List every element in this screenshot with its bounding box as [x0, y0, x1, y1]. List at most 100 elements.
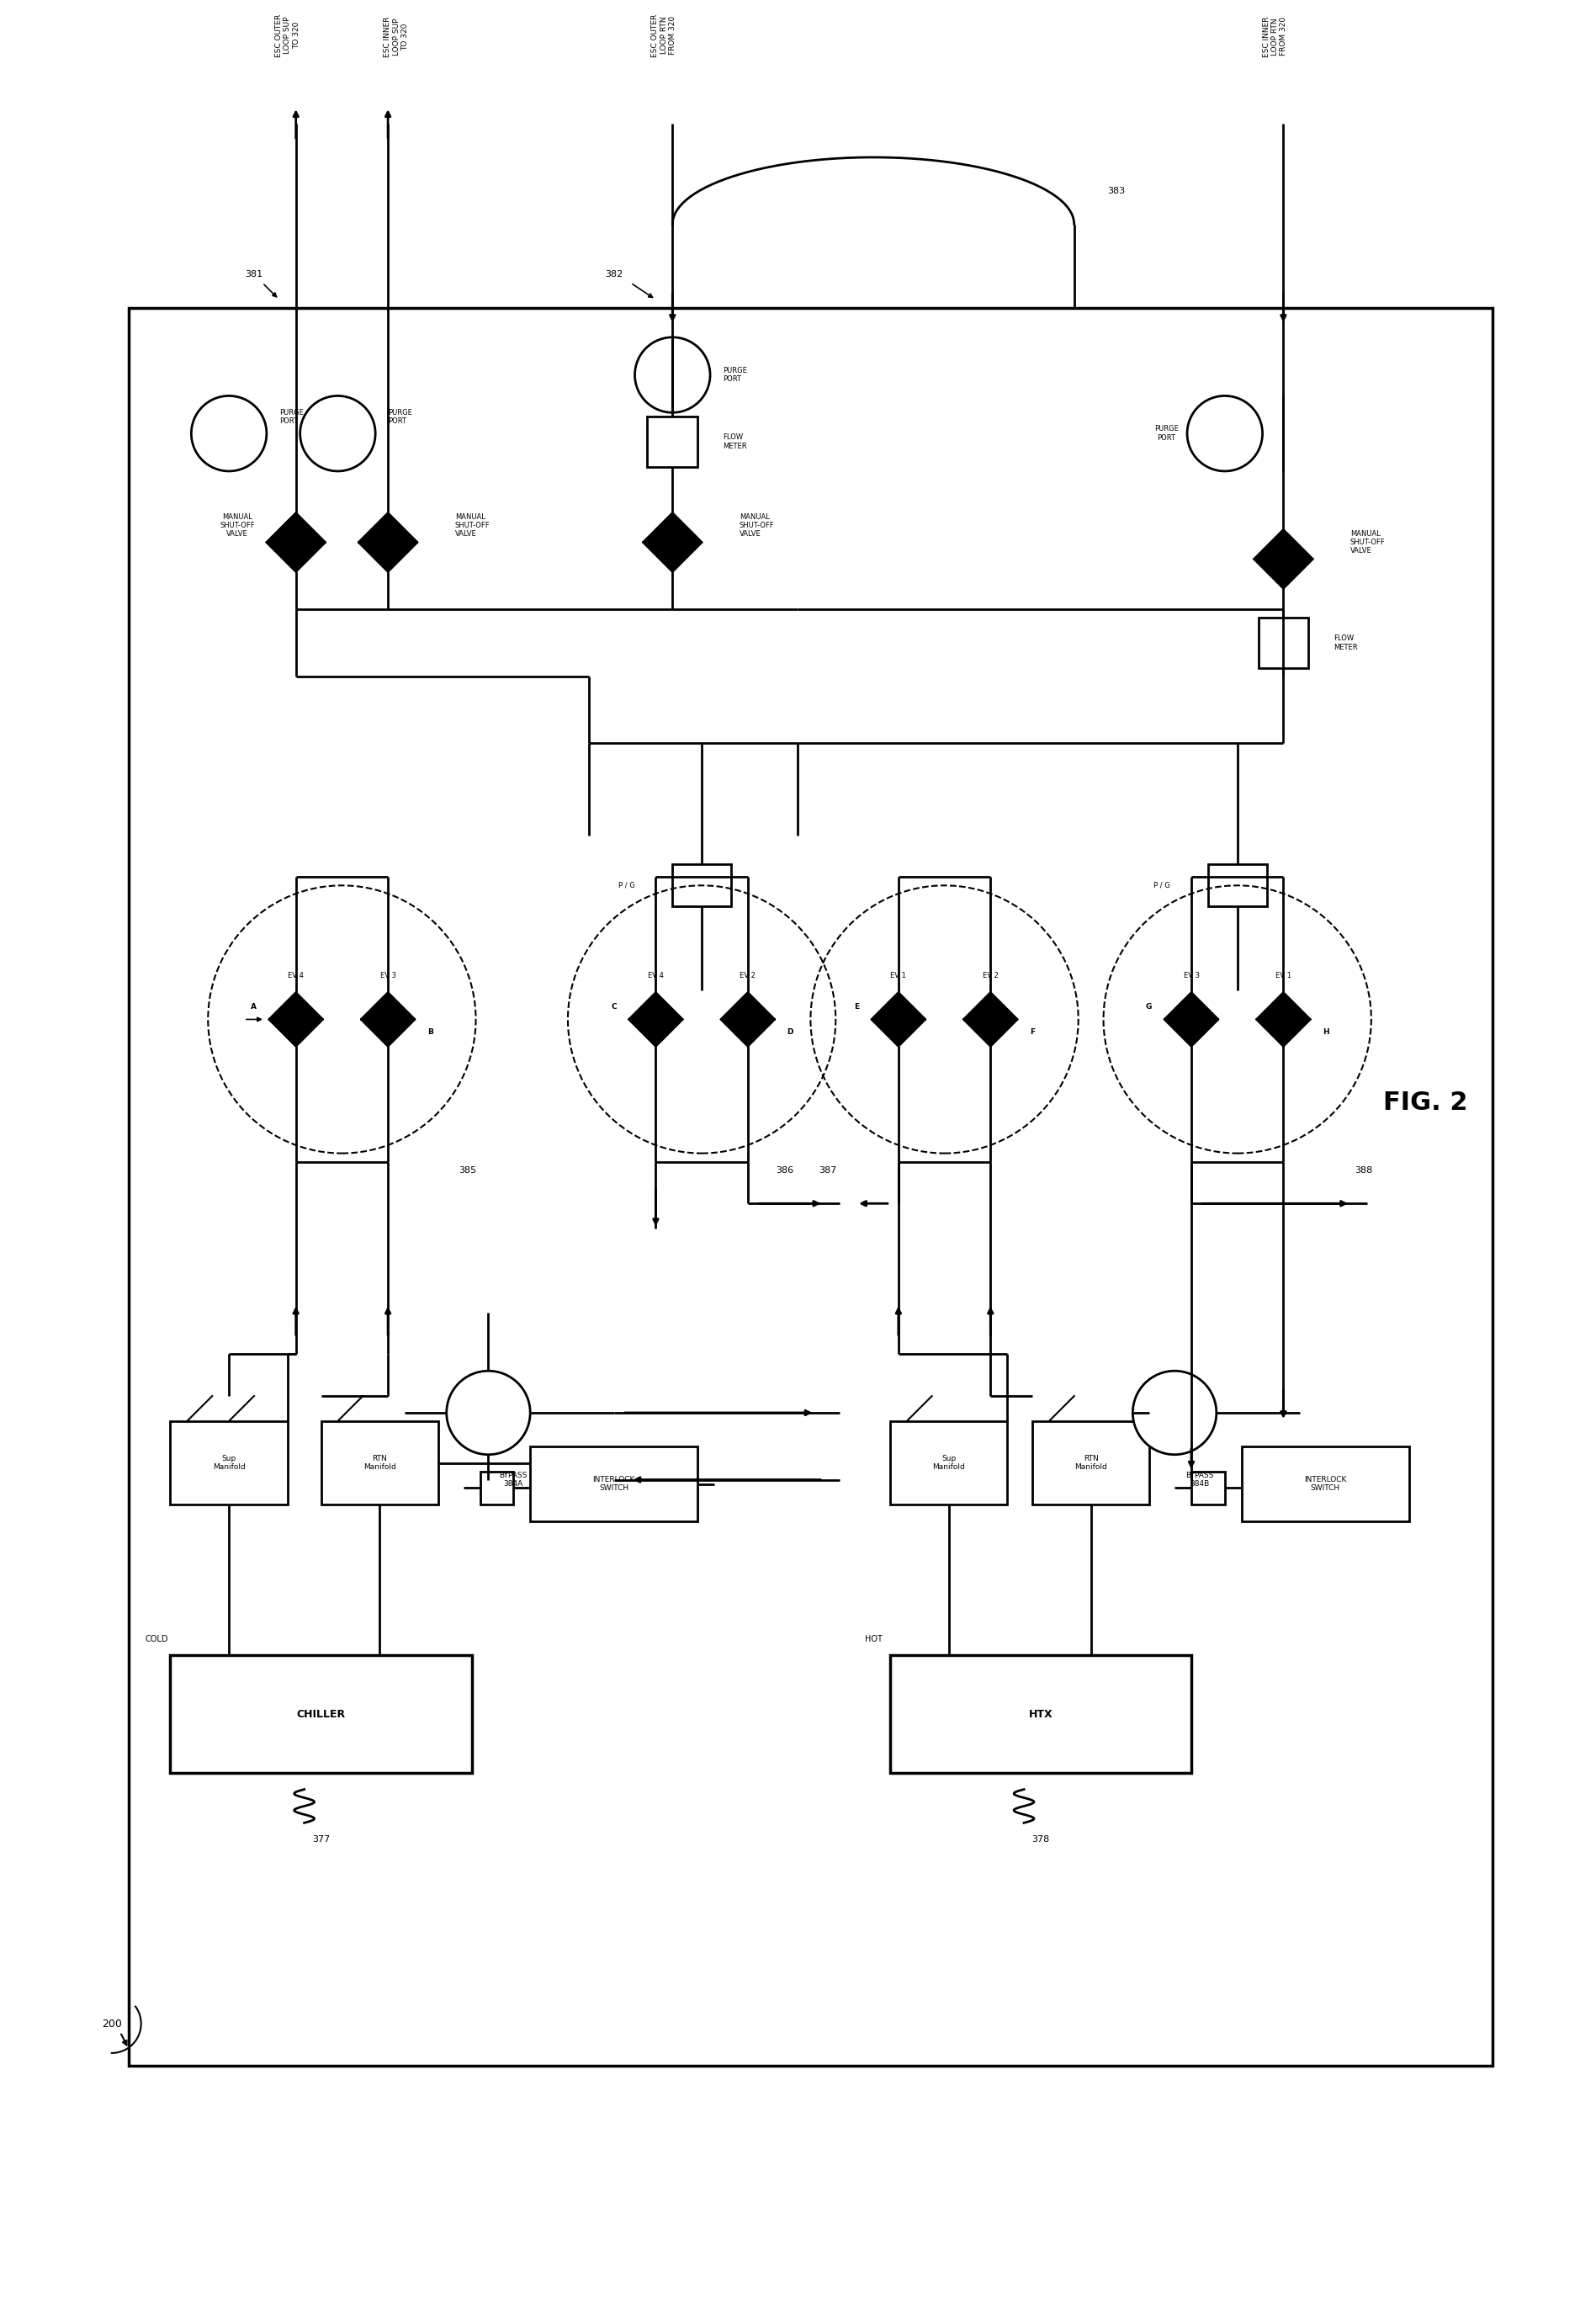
Text: ESC OUTER
LOOP RTN
FROM 320: ESC OUTER LOOP RTN FROM 320	[651, 14, 677, 58]
Polygon shape	[1256, 993, 1310, 1020]
Text: COLD: COLD	[145, 1635, 169, 1642]
Text: BYPASS
384B: BYPASS 384B	[1186, 1473, 1213, 1489]
Text: D: D	[787, 1027, 793, 1037]
Bar	[171, 1656, 472, 1772]
Text: EV 2: EV 2	[741, 972, 757, 979]
Polygon shape	[1165, 993, 1218, 1020]
Text: EV 4: EV 4	[287, 972, 303, 979]
Text: Sup
Manifold: Sup Manifold	[932, 1454, 966, 1470]
Text: Sup
Manifold: Sup Manifold	[212, 1454, 246, 1470]
Circle shape	[1133, 1371, 1216, 1454]
Polygon shape	[643, 512, 702, 543]
Text: C: C	[611, 1004, 616, 1011]
Polygon shape	[361, 993, 415, 1020]
Polygon shape	[721, 1020, 774, 1046]
Text: 200: 200	[102, 2018, 121, 2029]
Text: ESC INNER
LOOP RTN
FROM 320: ESC INNER LOOP RTN FROM 320	[1262, 16, 1288, 58]
Text: H: H	[1323, 1027, 1329, 1037]
Bar	[321, 1422, 439, 1505]
Polygon shape	[964, 993, 1017, 1020]
Circle shape	[192, 397, 267, 471]
Text: MANUAL
SHUT-OFF
VALVE: MANUAL SHUT-OFF VALVE	[739, 512, 774, 538]
Text: FLOW
METER: FLOW METER	[1334, 635, 1358, 652]
Polygon shape	[359, 543, 417, 570]
Text: HOT: HOT	[865, 1635, 883, 1642]
Bar	[1242, 1447, 1409, 1521]
Bar	[1033, 1422, 1149, 1505]
Polygon shape	[871, 1020, 926, 1046]
Text: 382: 382	[605, 271, 622, 278]
Text: FIG. 2: FIG. 2	[1384, 1090, 1468, 1115]
Text: EV 4: EV 4	[648, 972, 664, 979]
Text: RTN
Manifold: RTN Manifold	[1074, 1454, 1108, 1470]
Text: INTERLOCK
SWITCH: INTERLOCK SWITCH	[1304, 1475, 1347, 1491]
Polygon shape	[629, 993, 683, 1020]
Text: ESC INNER
LOOP SUP
TO 320: ESC INNER LOOP SUP TO 320	[383, 16, 409, 58]
Polygon shape	[629, 1020, 683, 1046]
Text: 387: 387	[819, 1166, 836, 1173]
Text: INTERLOCK
SWITCH: INTERLOCK SWITCH	[592, 1475, 635, 1491]
Polygon shape	[270, 1020, 322, 1046]
Text: 378: 378	[1031, 1834, 1050, 1844]
Polygon shape	[267, 512, 326, 543]
Text: ESC OUTER
LOOP SUP
TO 320: ESC OUTER LOOP SUP TO 320	[275, 14, 300, 58]
Text: FLOW
METER: FLOW METER	[723, 434, 747, 450]
Polygon shape	[270, 993, 322, 1020]
Bar	[171, 1422, 287, 1505]
Polygon shape	[1165, 1020, 1218, 1046]
Text: 383: 383	[1108, 186, 1125, 195]
Text: BYPASS
384A: BYPASS 384A	[500, 1473, 528, 1489]
Text: MANUAL
SHUT-OFF
VALVE: MANUAL SHUT-OFF VALVE	[455, 512, 490, 538]
Polygon shape	[871, 993, 926, 1020]
Text: PURGE
PORT: PURGE PORT	[388, 408, 412, 424]
Polygon shape	[1254, 529, 1312, 559]
Text: P / G: P / G	[618, 881, 635, 888]
Circle shape	[635, 336, 710, 413]
Text: 385: 385	[460, 1166, 477, 1173]
Text: HTX: HTX	[1029, 1709, 1053, 1718]
Text: F: F	[1029, 1027, 1034, 1037]
Text: 381: 381	[246, 271, 263, 278]
Text: 377: 377	[313, 1834, 330, 1844]
Text: PURGE
PORT: PURGE PORT	[1154, 424, 1178, 441]
Bar	[672, 865, 731, 907]
Text: PURGE
PORT: PURGE PORT	[723, 366, 747, 383]
Text: G: G	[1146, 1004, 1152, 1011]
Bar	[1208, 865, 1267, 907]
Circle shape	[1187, 397, 1262, 471]
Polygon shape	[643, 543, 702, 570]
Polygon shape	[267, 543, 326, 570]
Text: EV 3: EV 3	[380, 972, 396, 979]
Bar	[129, 308, 1492, 2066]
Text: EV 2: EV 2	[983, 972, 999, 979]
Bar	[530, 1447, 697, 1521]
Text: MANUAL
SHUT-OFF
VALVE: MANUAL SHUT-OFF VALVE	[1350, 529, 1385, 554]
Polygon shape	[1256, 1020, 1310, 1046]
Polygon shape	[1254, 559, 1312, 589]
Text: EV 1: EV 1	[1275, 972, 1291, 979]
Circle shape	[447, 1371, 530, 1454]
Text: EV 1: EV 1	[891, 972, 907, 979]
Bar	[480, 1470, 514, 1505]
Text: E: E	[854, 1004, 859, 1011]
Text: RTN
Manifold: RTN Manifold	[364, 1454, 396, 1470]
Text: 388: 388	[1355, 1166, 1373, 1173]
Bar	[1191, 1470, 1224, 1505]
Text: CHILLER: CHILLER	[297, 1709, 345, 1718]
Bar	[891, 1656, 1191, 1772]
Polygon shape	[359, 512, 417, 543]
Text: PURGE
PORT: PURGE PORT	[279, 408, 303, 424]
Bar	[891, 1422, 1007, 1505]
Circle shape	[300, 397, 375, 471]
Text: 386: 386	[776, 1166, 793, 1173]
Polygon shape	[721, 993, 774, 1020]
Text: B: B	[428, 1027, 433, 1037]
Bar	[1258, 617, 1309, 668]
Polygon shape	[964, 1020, 1017, 1046]
Bar	[648, 417, 697, 466]
Text: A: A	[251, 1004, 257, 1011]
Text: P / G: P / G	[1154, 881, 1170, 888]
Text: MANUAL
SHUT-OFF
VALVE: MANUAL SHUT-OFF VALVE	[220, 512, 255, 538]
Polygon shape	[361, 1020, 415, 1046]
Text: EV 3: EV 3	[1183, 972, 1199, 979]
